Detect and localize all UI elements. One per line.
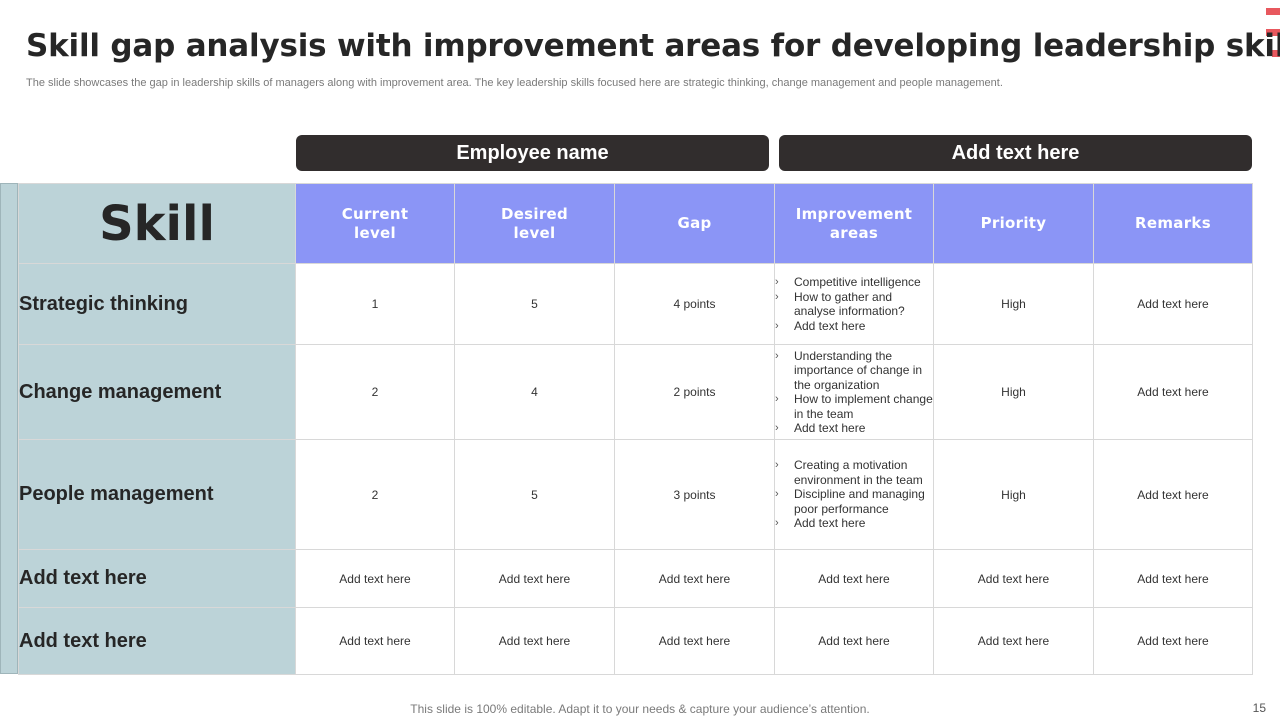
employee-name-pill: Employee name [296, 135, 769, 171]
chevron-right-icon: › [775, 393, 779, 405]
list-item: › Competitive intelligence [775, 275, 933, 290]
remarks-header: Remarks [1093, 183, 1253, 264]
skill-header: Skill [18, 183, 296, 264]
gap-header: Gap [614, 183, 775, 264]
list-item: › Add text here [775, 516, 933, 531]
improvement-text: Add text here [794, 421, 866, 435]
skill-name-cell: People management [18, 439, 296, 550]
priority-header: Priority [933, 183, 1094, 264]
gap-cell: 3 points [614, 439, 775, 550]
improvement-areas-cell: › Creating a motivation environment in th… [774, 439, 934, 550]
improvement-text: Add text here [794, 318, 866, 333]
desired-level-cell: Add text here [454, 549, 615, 608]
skill-column-side-bar [0, 183, 18, 674]
improvement-text: How to gather and analyse information? [794, 289, 905, 319]
corner-accent-bar [1272, 50, 1280, 57]
improvement-text: How to implement change in the team [794, 392, 933, 421]
table-row: Add text here Add text here Add text her… [18, 549, 1253, 608]
header-text: areas [829, 223, 879, 242]
gap-cell: Add text here [614, 607, 775, 675]
desired-level-cell: 4 [454, 344, 615, 440]
current-level-cell: Add text here [295, 607, 455, 675]
chevron-right-icon: › [775, 276, 779, 288]
remarks-cell: Add text here [1093, 607, 1253, 675]
gap-cell: 2 points [614, 344, 775, 440]
priority-cell: Add text here [933, 607, 1094, 675]
chevron-right-icon: › [775, 290, 779, 303]
list-item: › Add text here [775, 421, 933, 436]
current-level-cell: 1 [295, 263, 455, 345]
list-item: › How to implement change in the team [775, 392, 933, 421]
improvement-areas-cell: Add text here [774, 607, 934, 675]
improvement-text: Competitive intelligence [794, 275, 921, 289]
improvement-list: › Understanding the importance of change … [775, 349, 933, 436]
skill-name-cell: Change management [18, 344, 296, 440]
improvement-areas-cell: › Competitive intelligence › How to gather… [774, 263, 934, 345]
table-row: Add text here Add text here Add text her… [18, 607, 1253, 675]
desired-level-cell: 5 [454, 439, 615, 550]
priority-cell: High [933, 439, 1094, 550]
gap-cell: 4 points [614, 263, 775, 345]
chevron-right-icon: › [775, 319, 779, 332]
table-row: Strategic thinking 1 5 4 points › Competi… [18, 263, 1253, 345]
header-text: Desired [500, 204, 569, 223]
current-level-cell: 2 [295, 439, 455, 550]
desired-level-cell: Add text here [454, 607, 615, 675]
current-level-cell: Add text here [295, 549, 455, 608]
table-row: Change management 2 4 2 points › Understa… [18, 344, 1253, 440]
chevron-right-icon: › [775, 488, 779, 501]
chevron-right-icon: › [775, 459, 779, 472]
improvement-text: Creating a motivation environment in the… [794, 458, 923, 487]
improvement-text: Understanding the importance of change i… [794, 348, 923, 392]
gap-cell: Add text here [614, 549, 775, 608]
priority-cell: High [933, 263, 1094, 345]
corner-accent-decoration [1266, 0, 1280, 60]
improvement-text: Add text here [794, 516, 866, 531]
list-item: › Discipline and managing poor performanc… [775, 487, 933, 516]
desired-level-header: Desired level [454, 183, 615, 264]
header-text: level [354, 223, 396, 242]
corner-accent-bar [1266, 8, 1280, 15]
priority-cell: Add text here [933, 549, 1094, 608]
improvement-list: › Creating a motivation environment in th… [775, 458, 933, 531]
table-header-row: Skill Current level Desired level Gap Im… [18, 183, 1253, 264]
skill-gap-table: Skill Current level Desired level Gap Im… [18, 183, 1253, 675]
list-item: › Creating a motivation environment in th… [775, 458, 933, 487]
header-text: Improvement [795, 204, 913, 223]
current-level-header: Current level [295, 183, 455, 264]
remarks-cell: Add text here [1093, 439, 1253, 550]
skill-name-cell: Add text here [18, 607, 296, 675]
priority-cell: High [933, 344, 1094, 440]
desired-level-cell: 5 [454, 263, 615, 345]
remarks-cell: Add text here [1093, 344, 1253, 440]
list-item: › How to gather and analyse information? [775, 290, 933, 319]
table-row: People management 2 5 3 points › Creating… [18, 439, 1253, 550]
corner-accent-bar [1266, 29, 1280, 36]
improvement-areas-cell: Add text here [774, 549, 934, 608]
current-level-cell: 2 [295, 344, 455, 440]
remarks-cell: Add text here [1093, 549, 1253, 608]
list-item: › Add text here [775, 319, 933, 334]
chevron-right-icon: › [775, 422, 779, 434]
improvement-areas-header: Improvement areas [774, 183, 934, 264]
improvement-areas-cell: › Understanding the importance of change … [774, 344, 934, 440]
skill-name-cell: Add text here [18, 549, 296, 608]
remarks-cell: Add text here [1093, 263, 1253, 345]
page-number: 15 [1252, 701, 1266, 715]
header-text: level [513, 223, 556, 242]
improvement-list: › Competitive intelligence › How to gather… [775, 275, 933, 333]
header-text: Current [341, 204, 409, 223]
slide-footer: This slide is 100% editable. Adapt it to… [410, 702, 870, 716]
slide-subtitle: The slide showcases the gap in leadershi… [26, 77, 1003, 89]
add-text-pill: Add text here [779, 135, 1252, 171]
skill-name-cell: Strategic thinking [18, 263, 296, 345]
slide-title: Skill gap analysis with improvement area… [26, 28, 1280, 64]
improvement-text: Discipline and managing poor performance [794, 487, 925, 516]
chevron-right-icon: › [775, 517, 779, 530]
list-item: › Understanding the importance of change … [775, 349, 933, 393]
chevron-right-icon: › [775, 349, 779, 362]
